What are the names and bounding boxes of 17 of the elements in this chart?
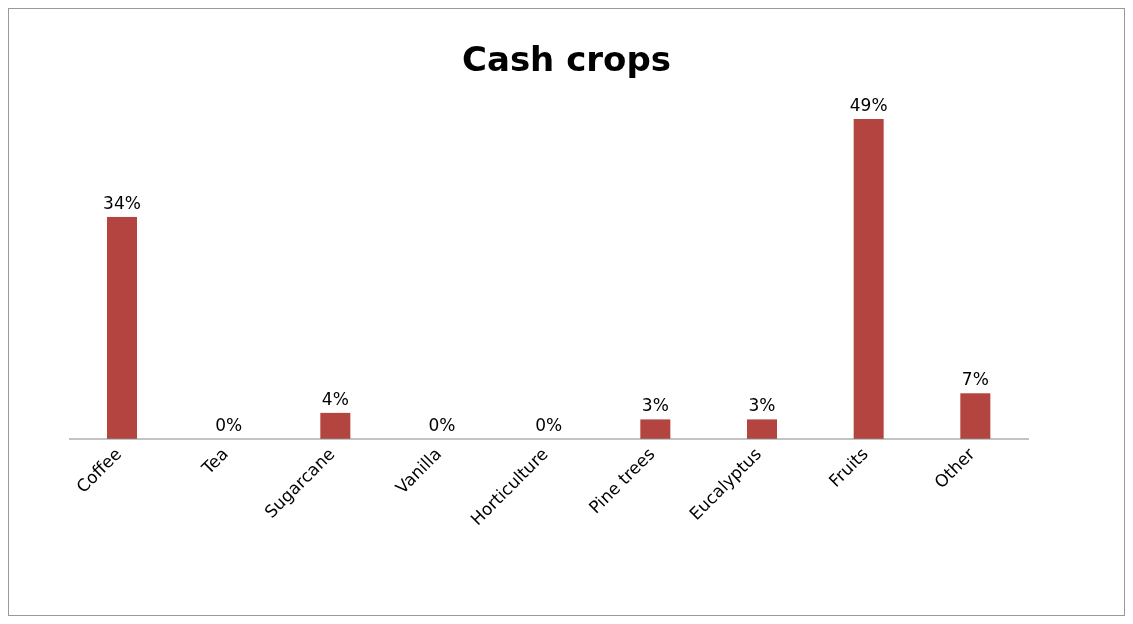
x-tick-label: Tea: [196, 443, 232, 479]
chart-title: Cash crops: [461, 39, 672, 79]
data-label: 3%: [641, 395, 669, 416]
bar: [320, 412, 351, 439]
data-label: 49%: [849, 95, 888, 115]
bar: [960, 393, 991, 439]
data-label: 3%: [748, 395, 776, 416]
data-label: 0%: [535, 415, 563, 435]
data-label: 34%: [103, 192, 141, 213]
data-label: 7%: [961, 369, 989, 390]
data-label: 0%: [428, 415, 456, 435]
bar: [747, 419, 777, 439]
bar: [107, 216, 137, 439]
bar: [853, 119, 884, 439]
data-label: 4%: [321, 388, 349, 409]
data-label: 0%: [215, 415, 243, 435]
bar: [640, 419, 671, 439]
